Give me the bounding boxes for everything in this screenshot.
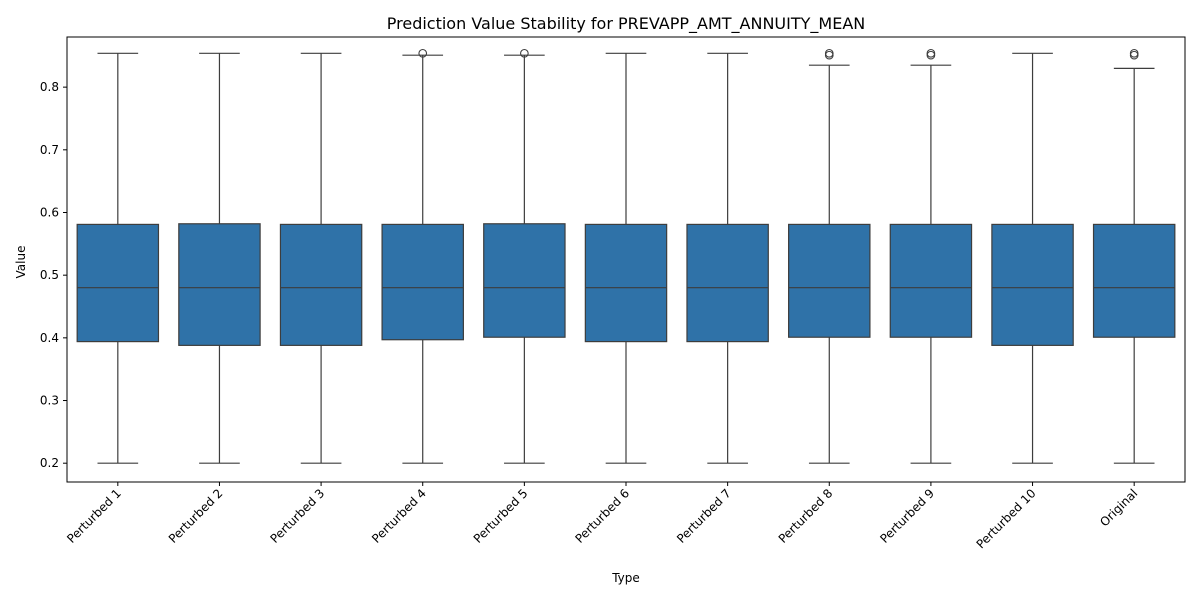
plot-area [76,48,1176,464]
box-group [76,52,160,464]
y-tick-label: 0.8 [40,80,59,94]
box-iqr [584,223,668,343]
chart-title: Prediction Value Stability for PREVAPP_A… [387,14,865,34]
outlier-point [418,48,428,58]
x-tick-label: Original [1097,486,1140,529]
x-tick-label: Perturbed 5 [471,486,531,546]
outlier-point [926,48,936,58]
x-tick-label: Perturbed 10 [974,486,1039,551]
x-tick-label: Perturbed 8 [776,486,836,546]
box-iqr [483,223,566,338]
outlier-point [824,48,834,58]
box-group [788,48,871,464]
outlier-point [520,48,529,58]
box-iqr [889,223,973,338]
y-tick-label: 0.5 [40,268,59,282]
box-iqr [991,223,1074,346]
x-tick-label: Perturbed 1 [64,486,124,546]
box-group [483,48,566,464]
box-group [279,52,363,464]
box-group [584,52,668,464]
x-tick-label: Perturbed 4 [369,486,429,546]
box-iqr [279,223,363,346]
box-iqr [788,223,871,338]
box-group [1092,48,1176,464]
y-tick-label: 0.4 [40,331,59,345]
box-group [991,52,1074,464]
outlier-point [1129,48,1139,58]
box-iqr [1092,223,1176,338]
x-tick-label: Perturbed 7 [674,486,734,546]
box-group [381,48,464,464]
box-group [178,52,261,464]
y-tick-label: 0.6 [40,205,59,219]
y-axis: 0.2 0.3 0.4 0.5 0.6 0.7 0.8 [40,80,67,470]
box-group [889,48,973,464]
box-iqr [76,223,160,343]
box-group [686,52,769,464]
y-tick-label: 0.7 [40,143,59,157]
x-tick-label: Perturbed 6 [572,486,632,546]
x-tick-label: Perturbed 2 [166,486,226,546]
box-iqr [178,223,261,346]
x-axis: Perturbed 1 Perturbed 2 Perturbed 3 Perturb… [64,482,1140,551]
y-tick-label: 0.2 [40,456,59,470]
box-iqr [686,223,769,343]
y-tick-label: 0.3 [40,394,59,408]
y-axis-label: Value [14,246,28,279]
x-tick-label: Perturbed 3 [268,486,328,546]
box-iqr [381,223,464,341]
x-axis-label: Type [611,571,640,585]
x-tick-label: Perturbed 9 [877,486,937,546]
